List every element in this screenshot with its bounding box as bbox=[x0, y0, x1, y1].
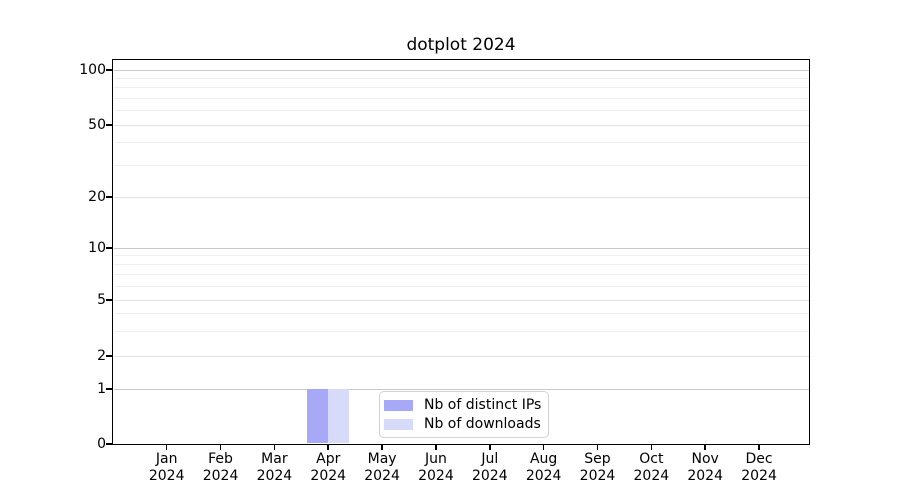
x-tick-mark bbox=[758, 444, 760, 451]
gridline-minor bbox=[114, 110, 809, 112]
x-tick-label: Apr 2024 bbox=[310, 451, 347, 484]
x-tick-label: Mar 2024 bbox=[256, 451, 293, 484]
y-tick-mark bbox=[106, 196, 113, 198]
gridline-minor bbox=[114, 77, 809, 79]
y-tick-mark bbox=[106, 124, 113, 126]
y-tick-label: 50 bbox=[88, 117, 106, 133]
gridline bbox=[114, 388, 809, 390]
bar-downloads bbox=[328, 389, 350, 444]
x-tick-label: Nov 2024 bbox=[687, 451, 723, 484]
legend-swatch-downloads-icon bbox=[384, 418, 413, 430]
x-tick-mark bbox=[596, 444, 599, 451]
legend-label-downloads: Nb of downloads bbox=[424, 416, 541, 432]
y-tick-mark bbox=[106, 299, 113, 301]
gridline bbox=[114, 355, 809, 357]
x-tick-mark bbox=[273, 444, 276, 451]
x-tick-mark bbox=[489, 444, 491, 451]
gridline bbox=[114, 196, 809, 198]
gridline bbox=[114, 299, 809, 301]
legend-label-distinct-ips: Nb of distinct IPs bbox=[424, 397, 542, 413]
y-tick-label: 2 bbox=[97, 348, 106, 364]
x-tick-label: Dec 2024 bbox=[741, 451, 777, 484]
x-tick-mark bbox=[219, 444, 222, 451]
x-tick-label: Jan 2024 bbox=[148, 451, 185, 484]
y-tick-mark bbox=[106, 443, 113, 445]
x-tick-label: Sep 2024 bbox=[579, 451, 616, 484]
gridline-minor bbox=[114, 330, 809, 332]
gridline-minor bbox=[114, 285, 809, 287]
gridline-minor bbox=[114, 274, 809, 276]
x-tick-label: May 2024 bbox=[364, 451, 400, 484]
legend: Nb of distinct IPs Nb of downloads bbox=[379, 391, 549, 438]
gridline bbox=[114, 69, 809, 71]
gridline bbox=[114, 247, 809, 249]
x-tick-label: Jul 2024 bbox=[471, 451, 508, 484]
gridline-minor bbox=[114, 164, 809, 166]
y-tick-mark bbox=[106, 388, 113, 390]
y-tick-mark bbox=[106, 247, 113, 249]
x-tick-label: Jun 2024 bbox=[418, 451, 454, 484]
y-tick-mark bbox=[106, 69, 113, 71]
y-tick-label: 20 bbox=[88, 189, 106, 205]
x-tick-mark bbox=[327, 444, 330, 451]
gridline-minor bbox=[114, 255, 809, 257]
x-tick-mark bbox=[381, 444, 383, 451]
gridline-minor bbox=[114, 264, 809, 266]
y-tick-label: 0 bbox=[97, 436, 106, 452]
x-tick-label: Aug 2024 bbox=[525, 451, 562, 484]
y-tick-label: 10 bbox=[88, 240, 106, 256]
y-tick-label: 100 bbox=[79, 62, 106, 78]
y-tick-label: 5 bbox=[97, 292, 106, 308]
y-tick-label: 1 bbox=[97, 381, 106, 397]
gridline-minor bbox=[114, 313, 809, 315]
gridline-minor bbox=[114, 87, 809, 89]
legend-item-downloads: Nb of downloads bbox=[384, 416, 541, 432]
x-tick-mark bbox=[165, 444, 168, 451]
plot-frame bbox=[112, 59, 810, 445]
legend-swatch-distinct-ips-icon bbox=[384, 399, 413, 411]
gridline-minor bbox=[114, 142, 809, 144]
x-tick-mark bbox=[435, 444, 437, 451]
legend-item-distinct-ips: Nb of distinct IPs bbox=[384, 397, 542, 413]
x-tick-mark bbox=[542, 444, 545, 451]
x-tick-mark bbox=[650, 444, 653, 451]
chart-title: dotplot 2024 bbox=[406, 35, 516, 55]
x-tick-label: Feb 2024 bbox=[202, 451, 239, 484]
gridline bbox=[114, 124, 809, 126]
x-tick-mark bbox=[704, 444, 706, 451]
x-tick-label: Oct 2024 bbox=[633, 451, 670, 484]
y-tick-mark bbox=[106, 355, 113, 357]
gridline-minor bbox=[114, 97, 809, 99]
bar-distinct-ips bbox=[307, 389, 329, 444]
